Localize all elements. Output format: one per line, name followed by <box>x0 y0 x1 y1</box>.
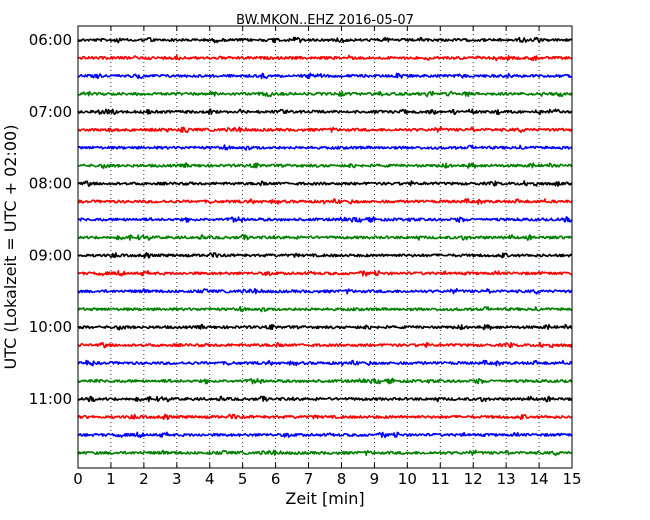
seismic-trace <box>77 395 573 403</box>
seismic-trace <box>77 126 573 134</box>
x-tick-label: 6 <box>271 470 281 488</box>
seismic-trace <box>77 108 573 116</box>
seismic-trace <box>77 36 573 44</box>
seismic-trace <box>77 252 573 259</box>
seismic-trace <box>77 54 573 62</box>
y-tick-label: 07:00 <box>29 103 72 121</box>
x-tick-label: 10 <box>398 470 417 488</box>
seismic-trace <box>77 180 573 187</box>
x-tick-label: 2 <box>139 470 149 488</box>
seismic-trace <box>77 144 573 151</box>
x-tick-label: 3 <box>172 470 182 488</box>
x-tick-label: 9 <box>370 470 380 488</box>
x-tick-label: 8 <box>337 470 347 488</box>
y-tick-label: 09:00 <box>29 246 72 264</box>
seismic-trace <box>77 270 573 277</box>
x-tick-label: 5 <box>238 470 248 488</box>
x-tick-label: 14 <box>530 470 549 488</box>
x-tick-label: 1 <box>106 470 116 488</box>
x-tick-label: 0 <box>73 470 83 488</box>
x-tick-label: 4 <box>205 470 215 488</box>
seismic-trace <box>77 162 573 170</box>
y-tick-label: 06:00 <box>29 31 72 49</box>
x-tick-label: 13 <box>497 470 516 488</box>
seismic-trace <box>77 359 573 367</box>
seismic-trace <box>77 234 573 241</box>
seismic-trace <box>77 198 573 205</box>
y-axis-label: UTC (Lokalzeit = UTC + 02:00) <box>1 125 20 370</box>
seismic-trace <box>77 377 573 385</box>
x-tick-label: 7 <box>304 470 314 488</box>
seismic-trace <box>77 341 573 349</box>
seismic-trace <box>77 216 573 223</box>
x-axis-ticks: 0 1 2 3 4 5 6 7 8 9 10 11 12 13 14 15 <box>73 26 582 488</box>
seismic-trace <box>77 449 573 457</box>
grid-lines <box>110 26 540 468</box>
seismic-trace <box>77 323 573 331</box>
seismic-trace <box>77 90 573 98</box>
chart-title: BW.MKON..EHZ 2016-05-07 <box>236 13 414 28</box>
x-tick-label: 15 <box>562 470 581 488</box>
x-tick-label: 12 <box>464 470 483 488</box>
y-axis-ticks: 06:00 07:00 08:00 09:00 10:00 11:00 <box>29 31 572 408</box>
seismic-traces <box>77 36 573 457</box>
x-axis-label: Zeit [min] <box>285 489 364 508</box>
y-tick-label: 11:00 <box>29 390 72 408</box>
seismic-trace <box>77 413 573 421</box>
y-tick-label: 10:00 <box>29 318 72 336</box>
seismic-trace <box>77 72 573 80</box>
plot-frame <box>77 25 573 469</box>
seismic-trace <box>77 431 573 439</box>
seismic-trace <box>77 305 573 313</box>
x-tick-label: 11 <box>431 470 450 488</box>
seismic-trace <box>77 287 573 295</box>
y-tick-label: 08:00 <box>29 175 72 193</box>
